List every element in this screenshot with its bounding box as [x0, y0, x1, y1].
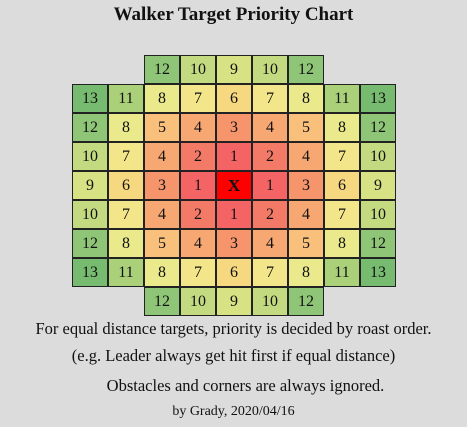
- grid-cell: 11: [324, 84, 360, 113]
- grid-cell: 4: [144, 200, 180, 229]
- grid-cell: 12: [72, 229, 108, 258]
- grid-cell: 2: [180, 142, 216, 171]
- credit-line: by Grady, 2020/04/16: [172, 404, 295, 419]
- grid-cell: 11: [108, 84, 144, 113]
- grid-cell: 6: [216, 258, 252, 287]
- grid-cell: 10: [180, 287, 216, 316]
- grid-cell: 12: [144, 55, 180, 84]
- priority-grid: 12 10 9 10 12 13 11 8 7 6 7 8 11 13 12 8 5 4 3 4 5 8 12 10 7 4 2 1 2…: [72, 55, 397, 316]
- grid-cell: 3: [144, 171, 180, 200]
- grid-cell: 4: [144, 142, 180, 171]
- grid-cell: 12: [144, 287, 180, 316]
- grid-cell: 7: [252, 258, 288, 287]
- grid-cell: 8: [288, 84, 324, 113]
- grid-cell: 3: [288, 171, 324, 200]
- grid-cell: 12: [72, 113, 108, 142]
- grid-cell: 8: [108, 113, 144, 142]
- grid-cell: 7: [324, 142, 360, 171]
- grid-cell: 5: [288, 113, 324, 142]
- grid-cell: 6: [216, 84, 252, 113]
- grid-cell: 10: [180, 55, 216, 84]
- grid-cell: 7: [252, 84, 288, 113]
- grid-cell: 12: [360, 113, 396, 142]
- grid-cell: 7: [324, 200, 360, 229]
- grid-cell: 1: [252, 171, 288, 200]
- grid-cell: 8: [144, 258, 180, 287]
- grid-cell: 11: [108, 258, 144, 287]
- note-obstacles: Obstacles and corners are always ignored…: [106, 376, 385, 395]
- grid-cell: 12: [288, 55, 324, 84]
- grid-cell: 13: [72, 258, 108, 287]
- grid-cell: 10: [72, 142, 108, 171]
- grid-cell: 12: [288, 287, 324, 316]
- grid-cell: 7: [108, 200, 144, 229]
- grid-cell: 4: [252, 229, 288, 258]
- grid-cell: 11: [324, 258, 360, 287]
- grid-cell: 9: [216, 287, 252, 316]
- grid-cell: 1: [216, 142, 252, 171]
- grid-cell: 8: [324, 229, 360, 258]
- grid-cell: 7: [108, 142, 144, 171]
- grid-cell: 4: [180, 229, 216, 258]
- grid-cell: 4: [180, 113, 216, 142]
- grid-cell: 2: [180, 200, 216, 229]
- grid-cell: 8: [288, 258, 324, 287]
- note-equal-distance: For equal distance targets, priority is …: [35, 319, 432, 338]
- grid-cell: 2: [252, 200, 288, 229]
- grid-cell: 13: [72, 84, 108, 113]
- grid-cell: 4: [288, 200, 324, 229]
- note-example: (e.g. Leader always get hit first if equ…: [71, 346, 396, 365]
- grid-cell: 5: [144, 229, 180, 258]
- grid-cell: 13: [360, 258, 396, 287]
- grid-cell: 12: [360, 229, 396, 258]
- grid-cell: 6: [108, 171, 144, 200]
- grid-cell: 1: [180, 171, 216, 200]
- grid-cell: 9: [72, 171, 108, 200]
- chart-title: Walker Target Priority Chart: [113, 4, 354, 25]
- grid-cell: 8: [108, 229, 144, 258]
- grid-cell: 6: [324, 171, 360, 200]
- grid-cell: 7: [180, 84, 216, 113]
- grid-cell: 1: [216, 200, 252, 229]
- grid-cell: 9: [216, 55, 252, 84]
- grid-cell: 10: [252, 55, 288, 84]
- grid-cell: 2: [252, 142, 288, 171]
- grid-cell: 9: [360, 171, 396, 200]
- grid-cell: 8: [324, 113, 360, 142]
- grid-cell: 10: [360, 200, 396, 229]
- grid-cell: 5: [144, 113, 180, 142]
- grid-cell: 3: [216, 229, 252, 258]
- grid-cell: 13: [360, 84, 396, 113]
- grid-cell: 4: [288, 142, 324, 171]
- grid-cell: 3: [216, 113, 252, 142]
- grid-cell: 10: [252, 287, 288, 316]
- grid-cell-walker: X: [216, 171, 252, 200]
- grid-cell: 4: [252, 113, 288, 142]
- grid-cell: 10: [360, 142, 396, 171]
- grid-cell: 10: [72, 200, 108, 229]
- grid-cell: 8: [144, 84, 180, 113]
- grid-cell: 7: [180, 258, 216, 287]
- grid-cell: 5: [288, 229, 324, 258]
